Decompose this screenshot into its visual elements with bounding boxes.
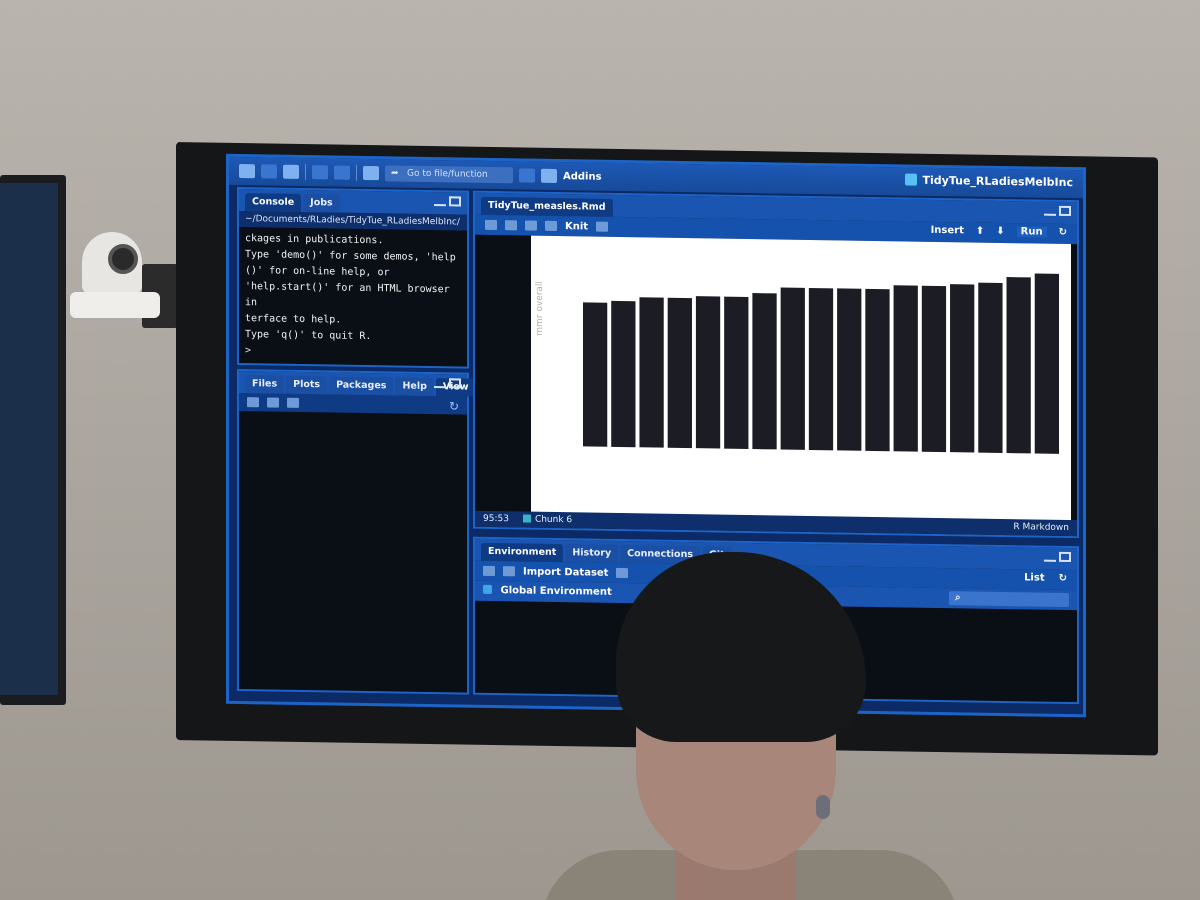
new-project-icon[interactable]	[261, 164, 277, 179]
clear-broom-icon[interactable]	[616, 567, 629, 579]
tab-packages[interactable]: Packages	[329, 376, 394, 396]
inline-plot: mmr overall	[531, 235, 1071, 527]
chart-bar	[921, 285, 947, 453]
new-file-icon[interactable]	[239, 163, 255, 179]
spellcheck-icon[interactable]	[525, 220, 537, 231]
files-tabstrip: Files Plots Packages Help View	[239, 370, 476, 397]
viewer-toolbar	[239, 392, 467, 415]
save-icon[interactable]	[505, 220, 517, 231]
chart-bar	[752, 293, 777, 450]
pane-window-controls[interactable]	[1044, 551, 1071, 563]
tab-plots[interactable]: Plots	[286, 375, 328, 395]
settings-gear-icon[interactable]	[596, 221, 609, 232]
minimize-icon[interactable]	[1044, 205, 1056, 216]
chart-bar	[837, 288, 862, 451]
save-all-icon[interactable]	[334, 165, 350, 180]
chart-bar	[978, 282, 1003, 453]
goto-file-input[interactable]: Go to file/function	[385, 165, 513, 184]
conference-camera	[70, 232, 178, 332]
maximize-icon[interactable]	[449, 378, 461, 389]
source-editor-pane: TidyTue_measles.Rmd Knit Insert ⬆ ⬇ Run …	[473, 190, 1079, 539]
cursor-position: 95:53	[483, 513, 509, 525]
pane-window-controls[interactable]	[434, 378, 461, 389]
console-line: Type 'q()' to quit R.	[245, 329, 372, 343]
chart-bar	[695, 296, 721, 449]
popout-icon[interactable]	[287, 397, 299, 408]
insert-chunk-button[interactable]: Insert	[930, 224, 964, 237]
save-workspace-icon[interactable]	[503, 566, 515, 577]
console-prompt[interactable]: >	[245, 345, 252, 357]
maximize-icon[interactable]	[449, 196, 461, 207]
print-icon[interactable]	[363, 165, 379, 181]
chart-bar	[950, 284, 975, 453]
tab-rmd-file[interactable]: TidyTue_measles.Rmd	[481, 196, 613, 217]
chart-bar	[808, 287, 834, 451]
toolbar-separator	[305, 164, 306, 181]
pane-window-controls[interactable]	[1044, 205, 1071, 217]
open-file-icon[interactable]	[283, 164, 299, 179]
import-dataset-button[interactable]: Import Dataset	[523, 565, 609, 579]
chart-bar	[1034, 273, 1060, 454]
project-name: TidyTue_RLadiesMelbInc	[922, 173, 1073, 190]
chart-bar	[865, 288, 890, 452]
find-icon[interactable]	[545, 220, 557, 231]
rerun-icon[interactable]: ↻	[1058, 226, 1067, 238]
maximize-icon[interactable]	[1059, 551, 1071, 563]
pane-layout-icon[interactable]	[541, 168, 557, 183]
chart-bar	[582, 302, 608, 447]
tab-console[interactable]: Console	[245, 193, 302, 212]
chart-bar	[724, 296, 749, 449]
chart-bar	[780, 287, 805, 450]
rstudio-window: Go to file/function Addins TidyTue_RLadi…	[226, 153, 1086, 718]
tab-jobs[interactable]: Jobs	[303, 193, 340, 213]
minimize-icon[interactable]	[434, 378, 446, 389]
back-forward-icon[interactable]	[485, 219, 497, 231]
chart-bar	[1006, 277, 1031, 454]
chunk-indicator[interactable]: Chunk 6	[523, 511, 572, 528]
refresh-icon[interactable]: ↻	[448, 399, 459, 414]
knit-button[interactable]: Knit	[565, 220, 589, 232]
chunk-down-icon[interactable]: ⬇	[996, 225, 1005, 238]
file-type-selector[interactable]: R Markdown	[1013, 522, 1069, 534]
pane-window-controls[interactable]	[434, 196, 461, 207]
run-button[interactable]: Run	[1016, 226, 1047, 238]
files-pane: Files Plots Packages Help View ↻	[237, 368, 476, 695]
chart-bar	[639, 297, 664, 448]
monitor: Go to file/function Addins TidyTue_RLadi…	[176, 142, 1158, 756]
addins-menu[interactable]: Addins	[563, 170, 602, 183]
export-icon[interactable]	[247, 397, 259, 408]
tab-help[interactable]: Help	[395, 377, 434, 397]
editor-gutter	[475, 234, 531, 512]
project-menu[interactable]: TidyTue_RLadiesMelbInc	[904, 173, 1073, 190]
refresh-icon[interactable]: ↻	[1058, 572, 1067, 584]
tab-environment[interactable]: Environment	[481, 542, 564, 563]
list-view-toggle[interactable]: List	[1024, 572, 1045, 584]
save-icon[interactable]	[312, 165, 328, 180]
tab-files[interactable]: Files	[245, 375, 285, 394]
bar-chart	[582, 273, 1060, 454]
search-icon: ⌕	[955, 592, 961, 604]
project-icon	[904, 173, 917, 186]
maximize-icon[interactable]	[1059, 205, 1071, 217]
console-tabstrip: Console Jobs	[239, 188, 467, 215]
vcs-icon[interactable]	[519, 168, 535, 183]
console-pane: Console Jobs ~/Documents/RLadies/TidyTue…	[237, 186, 469, 369]
tab-history[interactable]: History	[565, 544, 619, 563]
environment-scope-label: Global Environment	[500, 585, 612, 598]
minimize-icon[interactable]	[1044, 551, 1056, 562]
adjacent-monitor	[0, 175, 66, 705]
chart-bar	[667, 297, 692, 449]
console-output[interactable]: ckages in publications. Type 'demo()' fo…	[239, 227, 467, 367]
chart-bar	[893, 285, 918, 452]
chunk-up-icon[interactable]: ⬆	[975, 225, 985, 237]
earring	[816, 795, 830, 819]
env-search-input[interactable]: ⌕	[949, 591, 1069, 608]
chart-bar	[611, 300, 636, 448]
clear-icon[interactable]	[267, 397, 279, 408]
minimize-icon[interactable]	[434, 196, 446, 207]
console-line: 'help.start()' for an HTML browser in	[245, 281, 450, 309]
toolbar-separator	[356, 164, 357, 181]
load-workspace-icon[interactable]	[483, 565, 495, 577]
plot-y-label: mmr overall	[535, 280, 545, 336]
